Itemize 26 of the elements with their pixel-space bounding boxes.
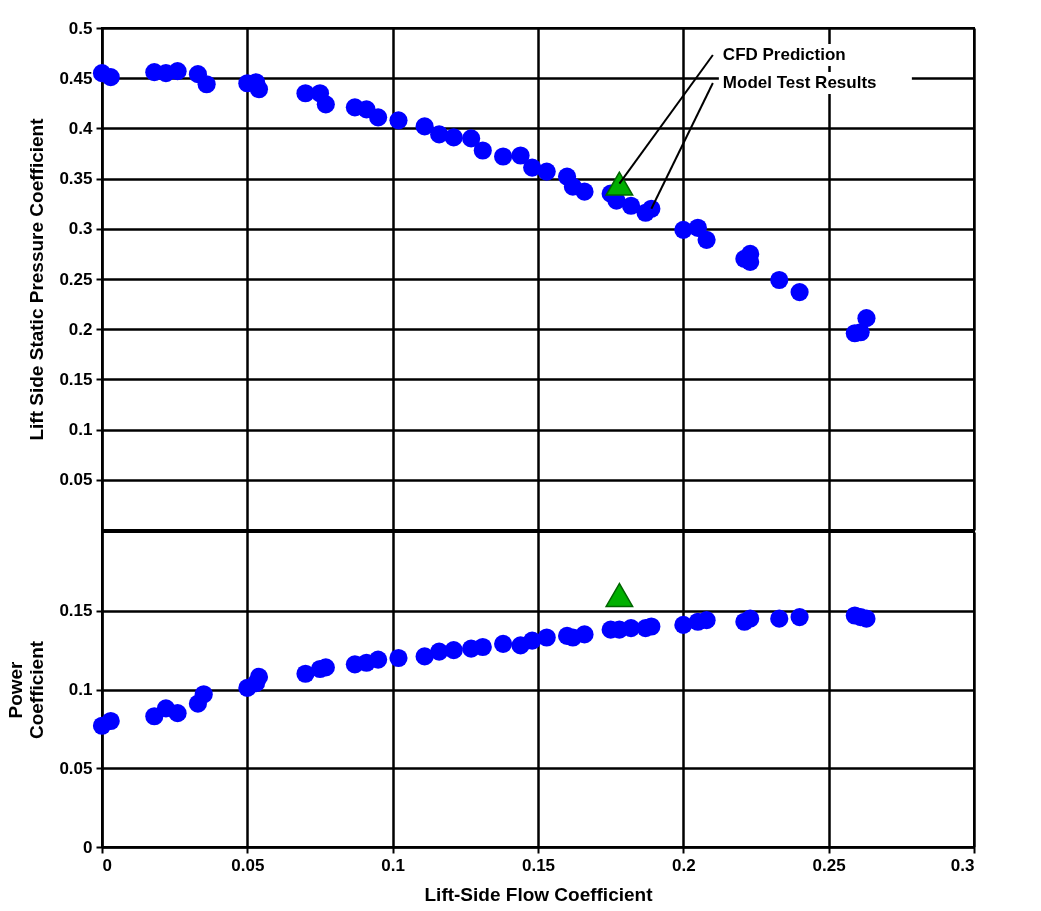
x-tick-label: 0.3 xyxy=(950,855,975,875)
y-axis-title: Lift Side Static Pressure Coefficient xyxy=(26,117,48,441)
y-tick-label: 0.25 xyxy=(59,269,93,289)
y-tick-label: 0.35 xyxy=(59,169,93,189)
y-tick-label: 0.1 xyxy=(68,680,93,699)
x-tick-label: 0.15 xyxy=(521,855,556,875)
x-tick-label: 0.25 xyxy=(812,855,846,875)
y-tick-label: 0.15 xyxy=(59,369,93,389)
annotation: CFD Prediction xyxy=(722,45,846,64)
y-tick-label: 0.3 xyxy=(68,219,93,239)
y-tick-label: 0.05 xyxy=(59,470,93,490)
y-tick-label: 0.15 xyxy=(59,601,93,621)
x-axis-title: Lift-Side Flow Coefficient xyxy=(424,883,654,905)
y-tick-label: 0.1 xyxy=(68,420,93,440)
y-tick-label: 0.45 xyxy=(59,68,93,88)
y-tick-label: 0.4 xyxy=(68,118,94,138)
y-axis-title: Power Coefficient xyxy=(5,640,48,740)
x-tick-label: 0.05 xyxy=(231,855,265,875)
x-tick-label: 0.1 xyxy=(381,855,405,875)
x-tick-label: 0.2 xyxy=(672,855,696,875)
y-tick-label: 0.05 xyxy=(59,758,93,778)
y-tick-label: 0.5 xyxy=(68,18,93,38)
x-tick-label: 0 xyxy=(102,855,112,875)
annotation: Model Test Results xyxy=(722,73,877,92)
y-tick-label: 0.2 xyxy=(68,319,93,339)
y-tick-label: 0 xyxy=(83,837,93,857)
